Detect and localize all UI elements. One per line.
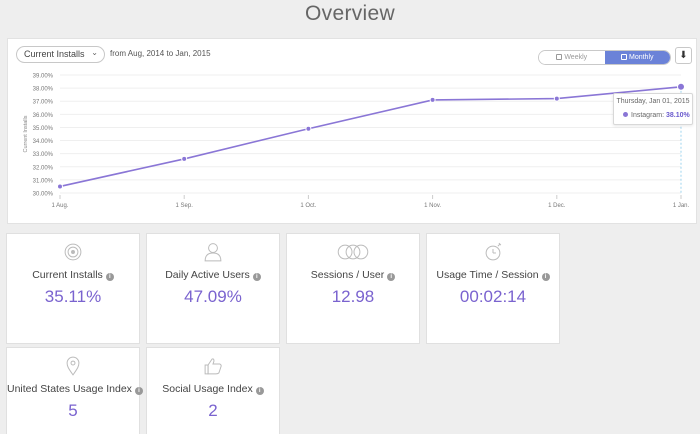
stopwatch-icon xyxy=(485,242,502,261)
y-tick-label: 39.00% xyxy=(33,74,54,80)
tooltip-value: 38.10% xyxy=(666,112,690,119)
x-tick-label: 1 Sep. xyxy=(176,203,194,209)
data-point xyxy=(553,95,560,102)
data-point xyxy=(677,82,685,91)
card-label: Sessions / User xyxy=(310,269,385,281)
y-tick-label: 34.00% xyxy=(33,139,54,145)
download-button[interactable]: ⬇ xyxy=(675,47,692,64)
weekly-button[interactable]: Weekly xyxy=(539,51,605,64)
data-point xyxy=(181,155,188,162)
x-tick-label: 1 Dec. xyxy=(548,203,566,209)
card-daily-active-users: Daily Active Users i 47.09% xyxy=(146,233,280,344)
x-tick-label: 1 Jan. xyxy=(673,203,690,209)
card-label: Daily Active Users xyxy=(165,269,250,281)
y-axis-label: Current Installs xyxy=(23,115,29,152)
y-tick-label: 37.00% xyxy=(33,100,54,106)
chart-panel: 30.00% 31.00% 32.00% 33.00% 34.00% 35.00% 36.0… xyxy=(7,38,697,224)
thumbs-up-icon xyxy=(204,358,222,375)
card-value: 35.11% xyxy=(44,287,102,306)
sessions-icon xyxy=(337,244,369,260)
card-current-installs: Current Installs i 35.11% xyxy=(6,233,140,344)
card-social-usage-index: Social Usage Index i 2 xyxy=(146,347,280,434)
location-pin-icon xyxy=(66,356,80,376)
card-value: 00:02:14 xyxy=(459,287,527,306)
series-line xyxy=(59,86,682,188)
y-tick-label: 36.00% xyxy=(33,113,54,119)
y-tick-label: 31.00% xyxy=(33,178,54,184)
data-point xyxy=(57,183,63,190)
card-label: United States Usage Index xyxy=(7,383,132,395)
period-toggle: Weekly Monthly xyxy=(538,50,671,65)
x-tick-label: 1 Nov. xyxy=(424,203,441,209)
y-tick-label: 32.00% xyxy=(33,165,54,171)
calendar-icon xyxy=(556,54,563,60)
y-tick-label: 38.00% xyxy=(33,87,54,93)
card-label: Usage Time / Session xyxy=(436,269,539,281)
y-tick-label: 33.00% xyxy=(33,152,54,158)
download-icon: ⬇ xyxy=(679,50,688,61)
x-tick-label: 1 Aug. xyxy=(51,203,68,209)
info-icon[interactable]: i xyxy=(105,273,114,281)
y-tick-label: 35.00% xyxy=(33,126,54,132)
info-icon[interactable]: i xyxy=(134,387,143,395)
card-usage-time: Usage Time / Session i 00:02:14 xyxy=(426,233,560,344)
calendar-icon xyxy=(620,54,627,60)
date-range-text: from Aug, 2014 to Jan, 2015 xyxy=(110,49,211,58)
chevron-down-icon: ⌄ xyxy=(91,48,98,57)
info-icon[interactable]: i xyxy=(387,273,396,281)
info-icon[interactable]: i xyxy=(252,273,261,281)
card-sessions-per-user: Sessions / User i 12.98 xyxy=(286,233,420,344)
metric-select-label: Current Installs xyxy=(24,49,85,59)
data-point xyxy=(429,96,436,103)
info-icon[interactable]: i xyxy=(255,387,264,395)
target-icon xyxy=(64,243,82,261)
page-title: Overview xyxy=(305,2,395,25)
info-icon[interactable]: i xyxy=(541,273,550,281)
chart-tooltip: Thursday, Jan 01, 2015 Instagram: 38.10% xyxy=(613,93,693,125)
data-point xyxy=(305,125,312,132)
card-label: Social Usage Index xyxy=(162,383,253,395)
line-chart: 30.00% 31.00% 32.00% 33.00% 34.00% 35.00% 36.0… xyxy=(23,74,690,210)
user-icon xyxy=(204,243,222,262)
metric-select[interactable]: Current Installs ⌄ xyxy=(16,46,105,63)
card-value: 5 xyxy=(68,401,78,420)
card-value: 2 xyxy=(208,401,218,420)
tooltip-series: Instagram xyxy=(631,112,663,119)
card-us-usage-index: United States Usage Index i 5 xyxy=(6,347,143,434)
tooltip-date: Thursday, Jan 01, 2015 xyxy=(616,98,690,105)
card-label: Current Installs xyxy=(32,269,103,281)
series-dot-icon xyxy=(623,112,628,117)
monthly-button[interactable]: Monthly xyxy=(604,51,670,64)
y-tick-label: 30.00% xyxy=(33,192,54,198)
x-tick-label: 1 Oct. xyxy=(300,203,316,209)
card-value: 12.98 xyxy=(331,287,375,306)
card-value: 47.09% xyxy=(184,287,242,306)
